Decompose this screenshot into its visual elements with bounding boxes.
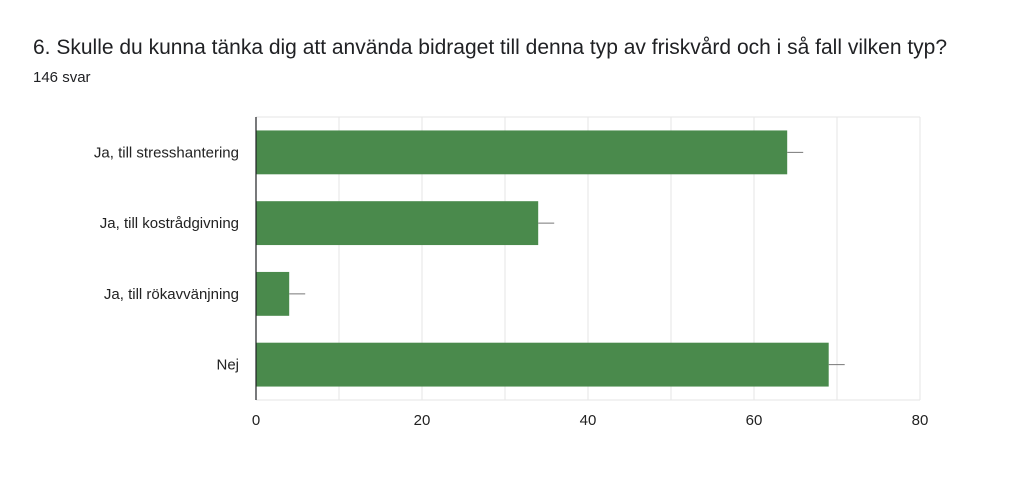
x-tick-label: 60 [746, 412, 763, 429]
x-tick-label: 80 [912, 412, 929, 429]
category-label: Ja, till stresshantering [94, 144, 239, 161]
x-tick-label: 40 [580, 412, 597, 429]
bar-1 [256, 201, 539, 246]
category-label: Ja, till rökavvänjning [104, 286, 239, 303]
response-count: 146 svar [33, 69, 91, 86]
bars [256, 130, 829, 387]
labels: Ja, till stresshantering Ja, till kostråd… [94, 144, 928, 429]
bar-0 [256, 130, 788, 175]
x-tick-label: 0 [252, 412, 260, 429]
category-label: Ja, till kostrådgivning [100, 215, 239, 232]
x-tick-label: 20 [414, 412, 431, 429]
question-title: 6. Skulle du kunna tänka dig att använda… [33, 36, 948, 59]
bar-3 [256, 342, 829, 387]
bar-2 [256, 271, 290, 316]
category-label: Nej [216, 357, 239, 374]
error-bars [289, 151, 845, 366]
